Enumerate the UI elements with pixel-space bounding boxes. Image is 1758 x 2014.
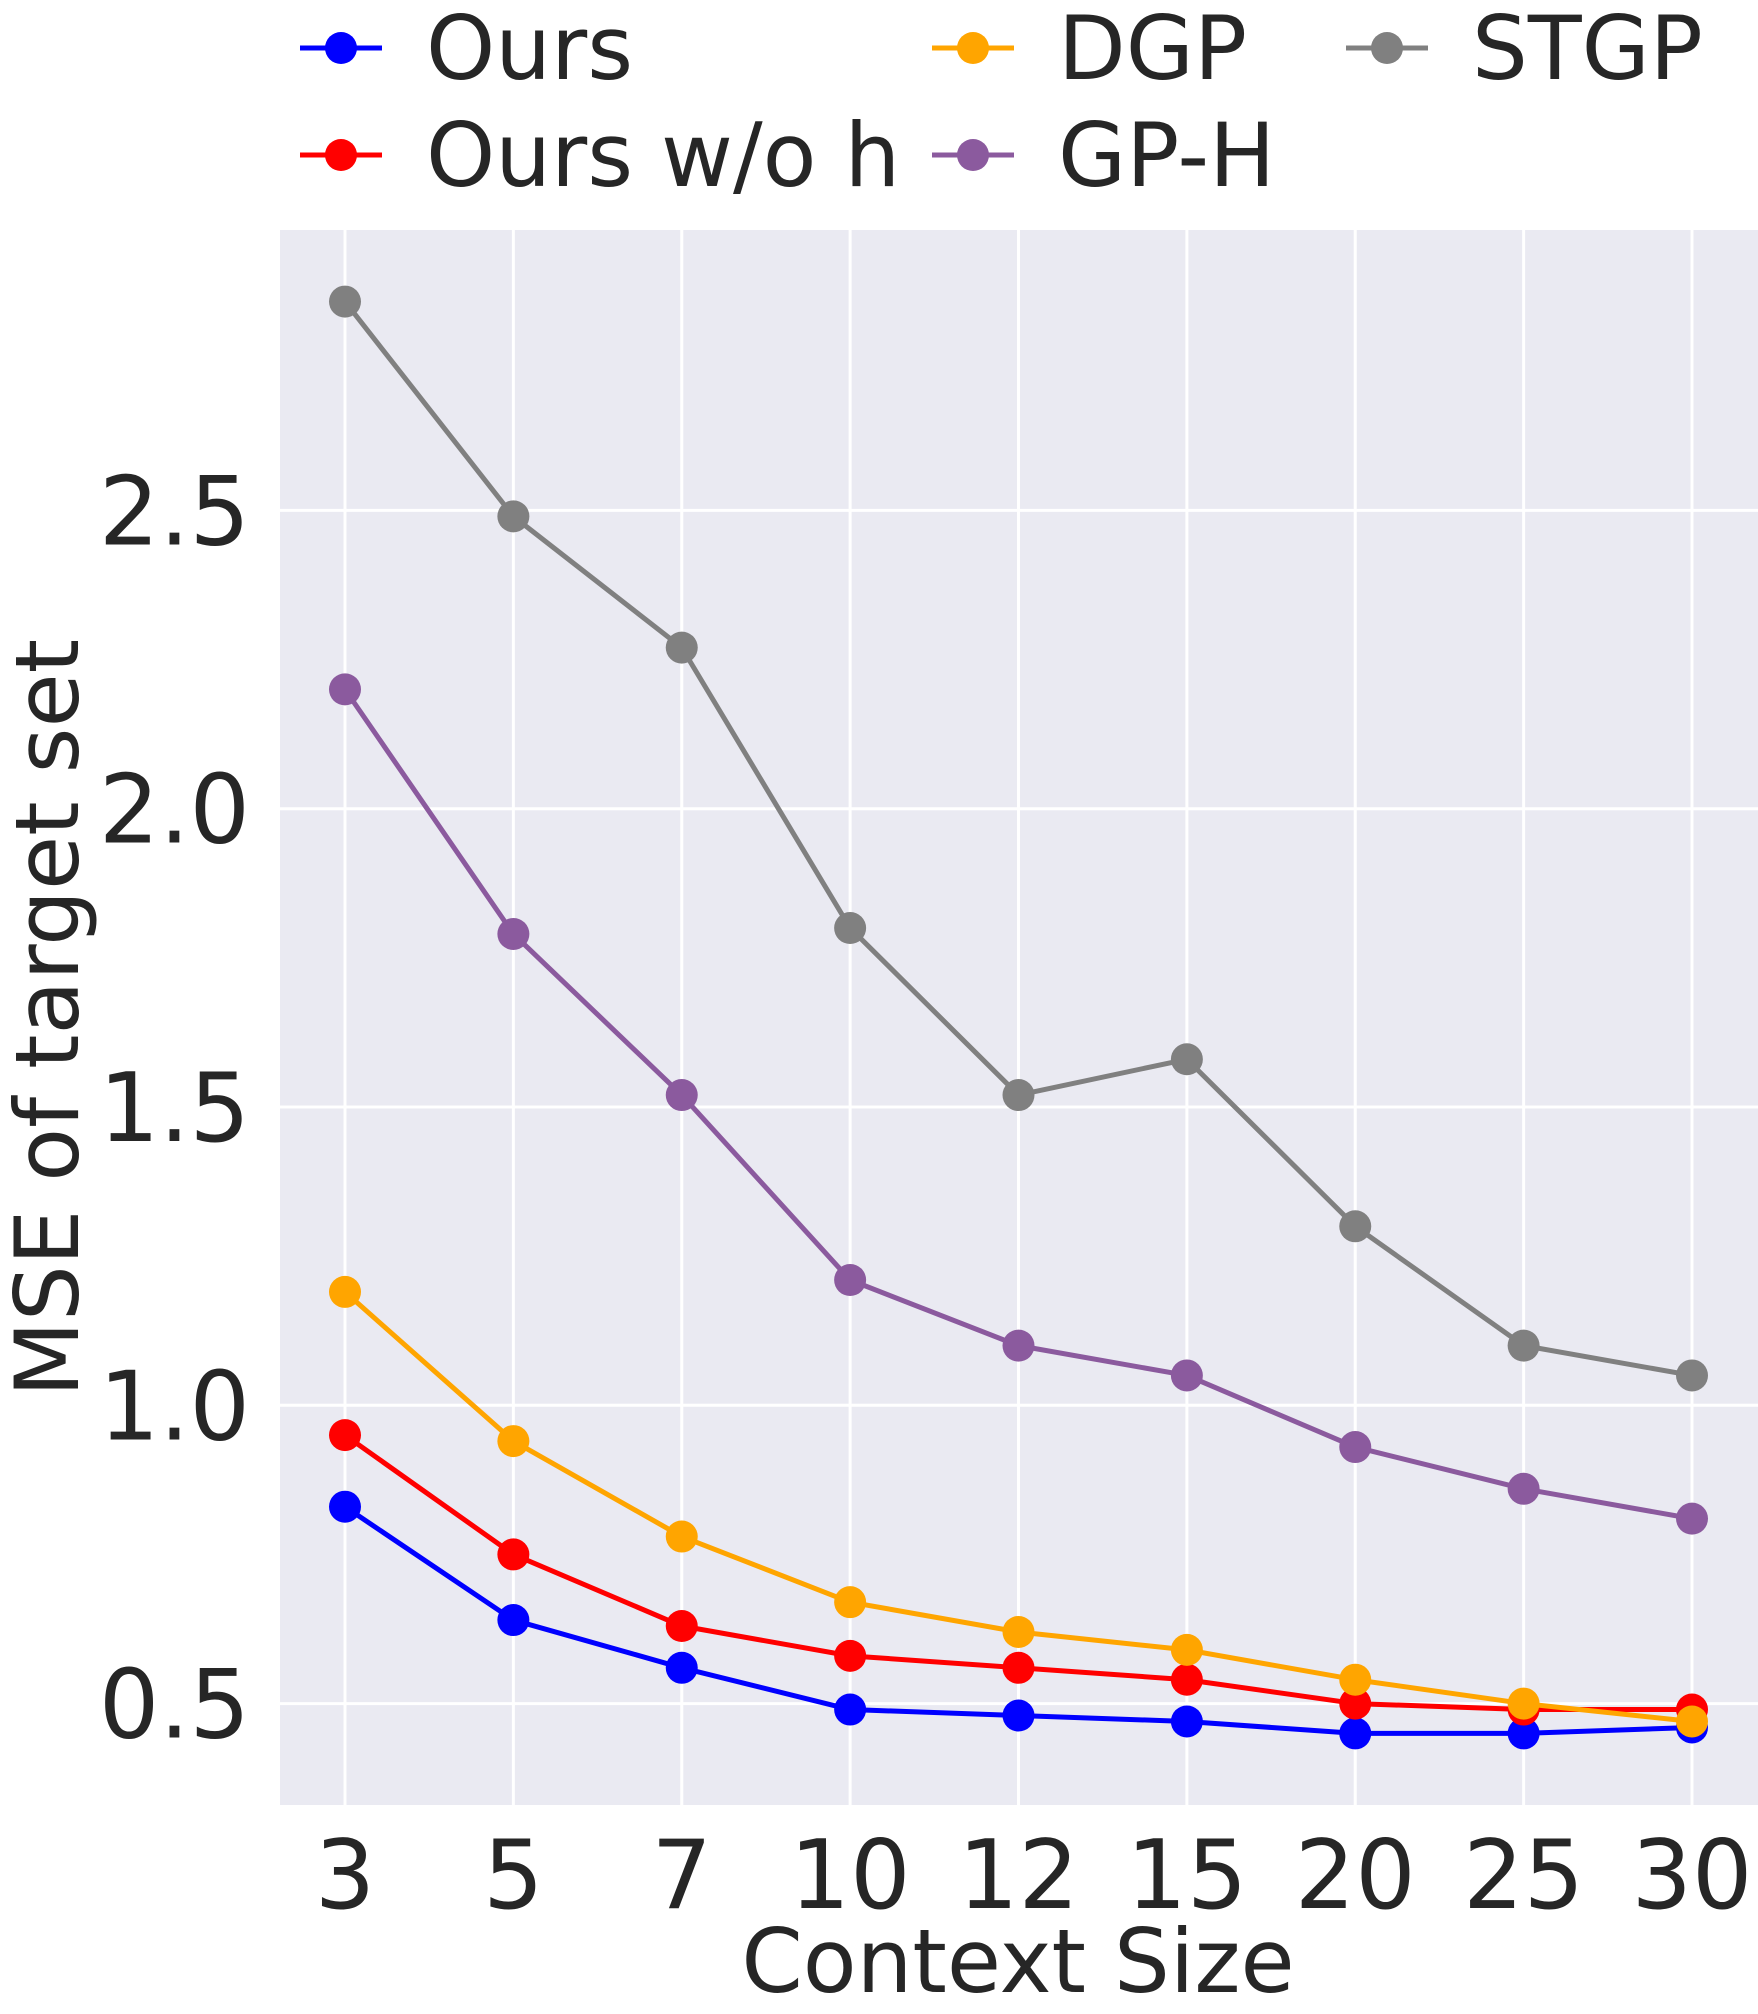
x-tick-label: 30 (1632, 1821, 1753, 1931)
legend-label: STGP (1472, 0, 1703, 100)
data-point (329, 1275, 361, 1308)
y-tick-label: 2.5 (99, 457, 250, 567)
data-point (497, 1604, 530, 1637)
legend-marker (957, 139, 989, 171)
x-axis-ticks: 3 5 7 10 12 15 20 25 30 (315, 1821, 1753, 1931)
data-point (665, 1520, 698, 1553)
legend-item: STGP (1346, 0, 1703, 100)
x-tick-label: 7 (652, 1821, 712, 1931)
data-point (665, 1610, 698, 1643)
data-point (1507, 1687, 1540, 1720)
data-point (329, 1419, 361, 1452)
legend-item: Ours (300, 0, 633, 100)
data-point (834, 912, 867, 945)
x-tick-label: 5 (483, 1821, 543, 1931)
data-point (497, 917, 530, 950)
data-point (1676, 1502, 1708, 1535)
x-tick-label: 12 (958, 1821, 1079, 1931)
data-point (1507, 1329, 1540, 1362)
data-point (329, 673, 361, 706)
x-axis-label: Context Size (741, 1910, 1294, 2009)
data-point (1339, 1431, 1372, 1464)
y-axis-ticks: 0.5 1.0 1.5 2.0 2.5 (99, 457, 250, 1760)
data-point (1676, 1705, 1708, 1738)
y-tick-label: 0.5 (99, 1651, 250, 1761)
data-point (497, 500, 530, 533)
data-point (1676, 1359, 1708, 1392)
data-point (1002, 1079, 1035, 1112)
data-point (665, 1651, 698, 1684)
y-axis-label: MSE of target set (0, 639, 99, 1397)
legend-item: GP-H (932, 104, 1275, 207)
data-point (834, 1586, 867, 1619)
data-point (1002, 1699, 1035, 1732)
legend-label: DGP (1058, 0, 1247, 100)
data-point (665, 1079, 698, 1112)
data-point (1339, 1663, 1372, 1696)
legend-marker (1371, 32, 1403, 64)
legend-label: Ours w/o h (426, 104, 900, 207)
data-point (497, 1538, 530, 1571)
data-point (1170, 1705, 1203, 1738)
data-point (665, 631, 698, 664)
series-layer (329, 285, 1708, 1750)
data-point (1339, 1717, 1372, 1750)
series-gp-h (329, 673, 1708, 1535)
data-point (1507, 1472, 1540, 1505)
legend-marker (325, 139, 357, 171)
legend-item: Ours w/o h (300, 104, 900, 207)
data-point (1002, 1615, 1035, 1648)
x-tick-label: 25 (1463, 1821, 1584, 1931)
data-point (834, 1639, 867, 1672)
data-point (1170, 1633, 1203, 1666)
data-point (1339, 1687, 1372, 1720)
data-point (1339, 1210, 1372, 1243)
y-tick-label: 2.0 (99, 756, 250, 866)
y-tick-label: 1.5 (99, 1054, 250, 1164)
legend-item: DGP (932, 0, 1247, 100)
data-point (329, 285, 361, 318)
data-point (329, 1490, 361, 1523)
x-tick-label: 20 (1295, 1821, 1416, 1931)
series-stgp (329, 285, 1708, 1392)
series-ours (329, 1490, 1708, 1750)
legend-marker (325, 32, 357, 64)
series-ours-w-o-h (329, 1419, 1708, 1726)
legend-marker (957, 32, 989, 64)
data-point (1170, 1359, 1203, 1392)
legend-label: Ours (426, 0, 633, 100)
data-point (1170, 1663, 1203, 1696)
data-point (1170, 1043, 1203, 1076)
series-dgp (329, 1275, 1708, 1738)
data-point (1507, 1717, 1540, 1750)
y-tick-label: 1.0 (99, 1352, 250, 1462)
x-tick-label: 15 (1126, 1821, 1247, 1931)
data-point (834, 1264, 867, 1296)
data-point (1002, 1651, 1035, 1684)
data-point (834, 1693, 867, 1726)
legend-label: GP-H (1058, 104, 1275, 207)
x-tick-label: 10 (790, 1821, 911, 1931)
x-tick-label: 3 (315, 1821, 375, 1931)
data-point (497, 1425, 530, 1458)
data-point (1002, 1329, 1035, 1362)
